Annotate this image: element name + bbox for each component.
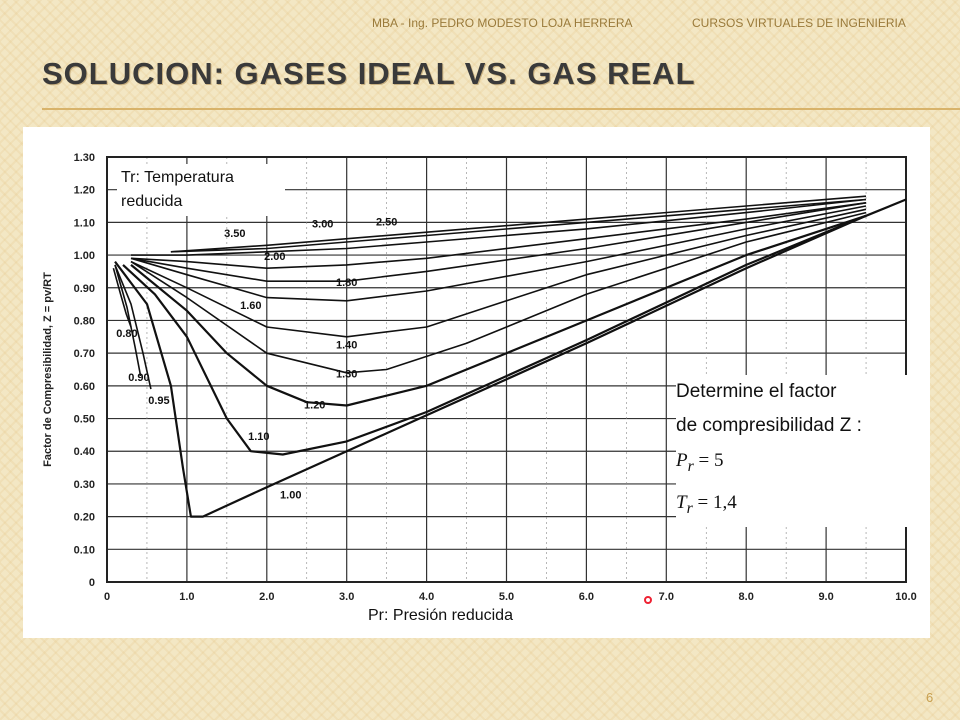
series-line-tr-3.50 <box>170 195 867 253</box>
y-tick-label: 0.60 <box>74 381 95 393</box>
series-line-tr-0.95 <box>114 264 152 390</box>
x-tick-label: 7.0 <box>659 591 674 603</box>
course-header: CURSOS VIRTUALES DE INGENIERIA <box>692 16 906 30</box>
tr-symbol: T <box>676 491 687 513</box>
series-label-tr-3.00: 3.00 <box>312 218 333 230</box>
series-line-tr-3.00 <box>170 198 867 253</box>
y-tick-label: 0.70 <box>74 348 95 360</box>
series-label-tr-2.00: 2.00 <box>264 251 285 263</box>
series-label-tr-1.00: 1.00 <box>280 490 301 502</box>
series-label-tr-1.20: 1.20 <box>304 400 325 412</box>
pr-equation: Pr = 5 <box>676 443 908 485</box>
pr-value: = 5 <box>698 450 724 471</box>
series-line-tr-1.10 <box>122 214 867 456</box>
series-line-tr-1.80 <box>130 202 867 282</box>
tr-equation: Tr = 1,4 <box>676 485 908 527</box>
series-label-tr-1.30: 1.30 <box>336 369 357 381</box>
problem-statement: Determine el factor de compresibilidad Z… <box>676 375 908 527</box>
series-line-tr-2.50 <box>131 198 867 256</box>
y-tick-label: 1.20 <box>74 185 95 197</box>
y-tick-label: 1.10 <box>74 217 95 229</box>
slide-title: SOLUCION: GASES IDEAL VS. GAS REAL <box>42 56 696 91</box>
series-label-tr-0.80: 0.80 <box>116 328 137 340</box>
y-tick-label: 0 <box>89 577 95 589</box>
pr-callout: Pr: Presión reducida <box>368 607 513 625</box>
series-label-tr-0.95: 0.95 <box>148 395 169 407</box>
pr-subscript: r <box>687 457 694 475</box>
series-label-tr-1.40: 1.40 <box>336 339 357 351</box>
series-label-tr-1.10: 1.10 <box>248 431 269 443</box>
compressibility-chart: 0 0.10 0.20 0.30 0.40 0.50 0.60 0.70 0.80 0.90 1.0… <box>42 152 917 603</box>
x-tick-label: 2.0 <box>259 591 274 603</box>
laser-pointer-cursor <box>644 596 652 604</box>
x-tick-label: 9.0 <box>818 591 833 603</box>
series-line-tr-0.80 <box>112 267 132 328</box>
y-axis-label: Factor de Compresibilidad, Z = pv/RT <box>42 272 54 467</box>
x-tick-label: 4.0 <box>419 591 434 603</box>
x-tick-label: 8.0 <box>739 591 754 603</box>
plot-frame <box>106 156 907 583</box>
tr-callout: Tr: Temperatura reducida <box>117 164 285 216</box>
chart-panel: 0 0.10 0.20 0.30 0.40 0.50 0.60 0.70 0.80 0.90 1.0… <box>23 127 930 638</box>
y-tick-label: 0.50 <box>74 414 95 426</box>
x-tick-label: 1.0 <box>179 591 194 603</box>
y-tick-label: 0.80 <box>74 315 95 327</box>
title-divider <box>42 108 960 110</box>
series-line-tr-1.30 <box>130 211 867 374</box>
x-tick-label: 5.0 <box>499 591 514 603</box>
page-number: 6 <box>926 690 934 705</box>
series-line-tr-1.40 <box>130 208 867 338</box>
y-tick-label: 0.10 <box>74 544 95 556</box>
y-tick-label: 0.20 <box>74 512 95 524</box>
series-label-tr-2.50: 2.50 <box>376 217 397 229</box>
series-line-tr-2.00 <box>130 202 867 269</box>
y-tick-label: 1.30 <box>74 152 95 164</box>
problem-line2: de compresibilidad Z : <box>676 415 862 436</box>
tr-value: = 1,4 <box>697 491 737 513</box>
series-label-tr-1.60: 1.60 <box>240 300 261 312</box>
series-label-tr-3.50: 3.50 <box>224 228 245 240</box>
x-tick-label: 10.0 <box>895 591 916 603</box>
y-tick-label: 0.90 <box>74 283 95 295</box>
pr-symbol: P <box>676 450 688 471</box>
problem-line1: Determine el factor <box>676 381 837 402</box>
y-tick-label: 0.40 <box>74 446 95 458</box>
tr-callout-line1: Tr: Temperatura <box>121 169 234 186</box>
tr-callout-line2: reducida <box>121 193 183 210</box>
y-tick-label: 1.00 <box>74 250 95 262</box>
series-line-tr-1.60 <box>130 205 867 302</box>
series-label-tr-1.80: 1.80 <box>336 277 357 289</box>
tr-subscript: r <box>686 499 693 517</box>
x-tick-label: 3.0 <box>339 591 354 603</box>
author-header: MBA - Ing. PEDRO MODESTO LOJA HERRERA <box>372 16 633 30</box>
series-line-tr-1.20 <box>130 214 867 407</box>
series-line-tr-1.00 <box>114 198 907 518</box>
x-tick-label: 0 <box>104 591 110 603</box>
y-tick-label: 0.30 <box>74 479 95 491</box>
series-label-tr-0.90: 0.90 <box>128 372 149 384</box>
x-tick-label: 6.0 <box>579 591 594 603</box>
